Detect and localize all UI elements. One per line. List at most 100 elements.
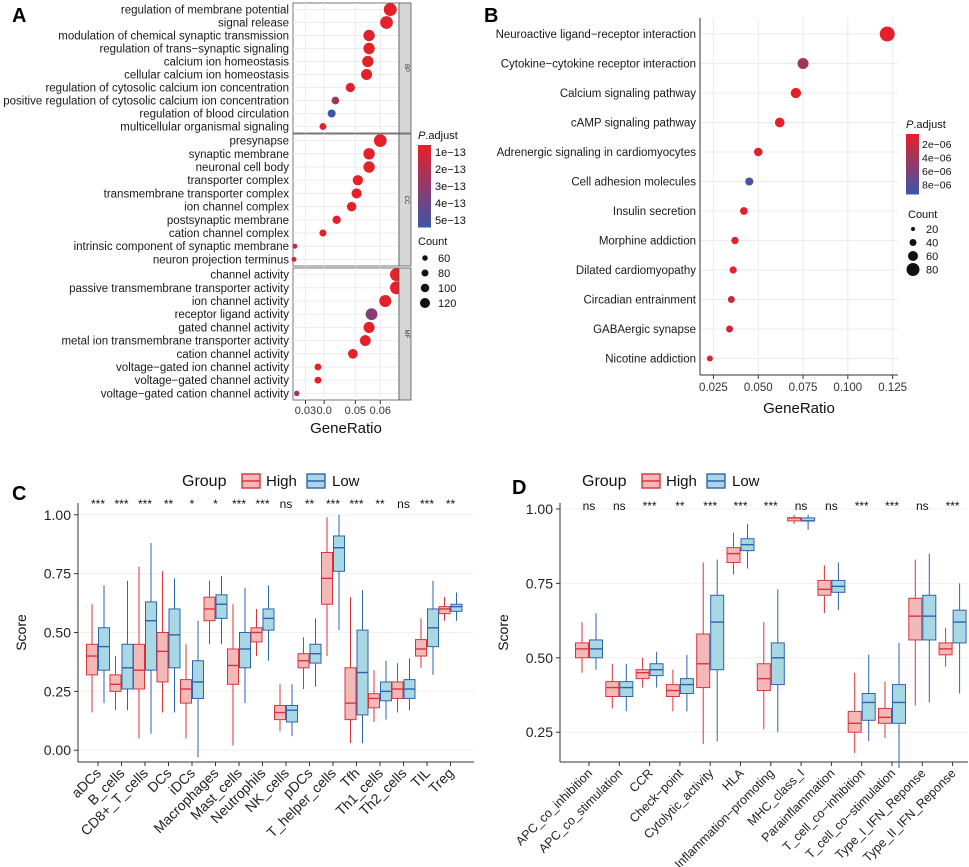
colorbar-label: 4e−13 [435, 198, 466, 210]
term-label: transporter complex [187, 175, 289, 187]
colorbar-segment [418, 165, 431, 169]
plot-bg [700, 18, 898, 375]
colorbar-segment [906, 158, 919, 161]
x-axis-title: GeneRatio [763, 400, 835, 417]
term-label: intrinsic component of synaptic membrane [74, 241, 289, 253]
colorbar-segment [418, 204, 431, 207]
x-tick-label: 0.075 [789, 382, 818, 394]
significance-label: ** [164, 497, 174, 511]
colorbar-segment [418, 167, 431, 171]
colorbar-label: 6e−06 [922, 166, 952, 178]
size-legend-dot [421, 269, 429, 277]
panel-label-d: D [512, 477, 526, 499]
term-label: voltage−gated cation channel activity [101, 388, 290, 400]
significance-label: ns [825, 499, 838, 513]
y-axis-title: Score [13, 614, 29, 651]
x-tick-label: Treg [425, 765, 456, 796]
colorbar-segment [906, 148, 919, 151]
box-low [619, 681, 634, 698]
box-high [391, 681, 404, 699]
dot [380, 16, 393, 29]
significance-label: *** [232, 497, 246, 511]
term-label: Nicotine addiction [605, 354, 696, 366]
term-label: ion channel activity [192, 296, 289, 308]
colorbar-segment [906, 136, 919, 139]
significance-label: ** [675, 499, 685, 513]
colorbar-segment [906, 186, 919, 189]
dot [740, 207, 748, 215]
term-label: voltage−gated channel activity [135, 375, 290, 387]
colorbar-segment [418, 173, 431, 177]
term-label: postsynaptic membrane [167, 215, 289, 227]
term-label: positive regulation of cytosolic calcium… [3, 96, 289, 108]
significance-label: ns [280, 497, 293, 511]
colorbar-label: 8e−06 [922, 180, 952, 192]
term-label: Insulin secretion [613, 206, 696, 218]
box-high [817, 579, 832, 596]
facet-strip [398, 267, 412, 401]
dot [348, 348, 358, 359]
dot [363, 42, 375, 55]
significance-label: * [213, 497, 218, 511]
facet-bg [292, 133, 400, 267]
colorbar-segment [906, 192, 919, 195]
colorbar-segment [906, 154, 919, 157]
colorbar-segment [418, 208, 431, 212]
facet-strip-label: BP [403, 64, 409, 72]
dot [352, 175, 363, 186]
x-tick-label: 0.025 [699, 382, 728, 394]
facet-strip-label: MF [403, 330, 409, 339]
colorbar-label: 5e−13 [435, 215, 466, 227]
term-label: Dilated cardiomyopathy [576, 265, 696, 277]
significance-label: *** [114, 497, 128, 511]
colorbar-segment [906, 146, 919, 149]
box-low [922, 594, 937, 641]
box-high [133, 643, 145, 690]
panel-b-dotplot: Neuroactive ligand−receptor interaction C… [496, 18, 952, 417]
x-tick-label: 0.100 [833, 382, 862, 394]
colorbar-segment [418, 200, 431, 203]
box-low [192, 660, 204, 699]
colorbar-segment [418, 216, 431, 220]
colorbar-segment [906, 166, 919, 169]
significance-label: ** [375, 497, 385, 511]
legend-label-high: High [266, 473, 297, 490]
term-label: ion channel complex [184, 202, 289, 214]
significance-label: ns [916, 499, 929, 513]
dot [351, 188, 362, 199]
term-label: transmembrane transporter complex [104, 188, 290, 200]
box-high [575, 642, 589, 659]
colorbar-segment [906, 140, 919, 143]
term-label: voltage−gated ion channel activity [116, 362, 289, 374]
dot [706, 355, 713, 362]
box-high [756, 663, 771, 692]
significance-label: ns [397, 497, 410, 511]
significance-label: ns [795, 499, 808, 513]
colorbar-segment [906, 174, 919, 177]
box-high [344, 667, 357, 721]
dot [362, 55, 374, 68]
box-low [710, 594, 725, 671]
x-tick-label: 0.05 [345, 405, 366, 417]
size-legend-label: 20 [926, 224, 938, 236]
box-low [333, 535, 345, 572]
significance-label: *** [255, 497, 269, 511]
term-label: regulation of trans−synaptic signaling [99, 44, 289, 56]
size-legend-label: 80 [926, 265, 938, 277]
dot [292, 243, 298, 249]
box-low [239, 632, 251, 669]
term-label: regulation of membrane potential [121, 5, 289, 17]
box-high [368, 693, 380, 709]
size-legend-title: Count [908, 209, 937, 221]
colorbar-segment [906, 178, 919, 181]
colorbar-segment [418, 159, 431, 162]
dot [726, 325, 734, 333]
box-high [635, 669, 650, 680]
colorbar-segment [906, 190, 919, 193]
colorbar-segment [418, 186, 431, 189]
panel-label-b: B [484, 5, 498, 27]
colorbar-segment [418, 190, 431, 193]
box-high [180, 679, 192, 704]
facet-strip [398, 2, 412, 134]
significance-label: *** [764, 499, 778, 513]
